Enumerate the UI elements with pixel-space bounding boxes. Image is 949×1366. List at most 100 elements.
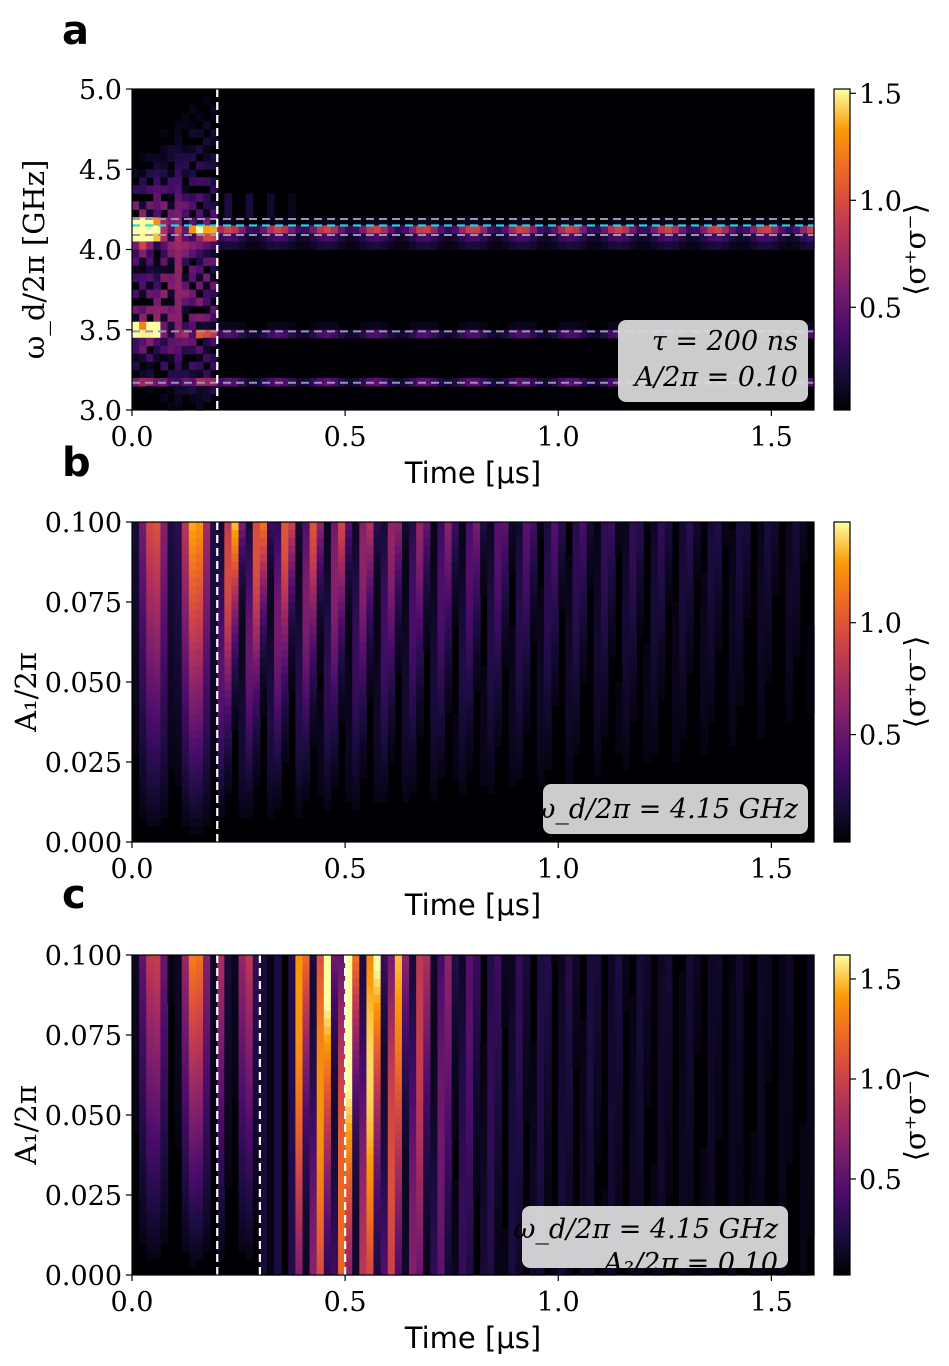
heatmap-cell [188,145,197,154]
heatmap-cell [352,786,360,795]
heatmap-cell [295,1267,304,1276]
heatmap-cell [224,209,233,219]
heatmap-cell [423,1227,431,1236]
heatmap-cell [387,1131,396,1140]
heatmap-cell [423,562,431,571]
heatmap-cell [153,738,162,747]
colorbar: 0.51.01.5 [833,79,902,411]
heatmap-cell [231,530,240,539]
heatmap-cell [615,698,623,707]
heatmap-cell [302,1227,311,1236]
heatmap-cell [359,1059,368,1068]
heatmap-cell [359,522,368,531]
heatmap-cell [714,538,723,547]
heatmap-cell [757,682,765,691]
heatmap-cell [480,538,488,547]
heatmap-cell [792,546,801,555]
heatmap-cell [409,1067,417,1076]
heatmap-cell [231,706,240,715]
colorbar-tick-label: 0.5 [859,293,902,324]
colorbar-label: ⟨σ⁺σ⁻⟩ [898,636,932,729]
heatmap-cell [330,1211,339,1220]
heatmap-cell [302,546,311,555]
heatmap-cell [245,1011,254,1020]
heatmap-cell [352,746,360,755]
heatmap-cell [728,578,737,587]
heatmap-cell [266,201,275,210]
heatmap-cell [544,666,552,675]
heatmap-cell [181,1155,190,1164]
heatmap-cell [338,1123,346,1132]
heatmap-cell [238,1035,247,1044]
heatmap-cell [146,586,154,595]
heatmap-cell [274,1163,282,1172]
heatmap-cell [430,786,439,795]
heatmap-cell [480,329,488,339]
heatmap-cell [458,754,467,763]
heatmap-cell [409,682,417,691]
heatmap-cell [203,241,211,251]
heatmap-cell [473,626,481,635]
heatmap-cell [657,666,666,675]
heatmap-cell [139,1139,147,1148]
heatmap-cell [529,377,538,387]
heatmap-cell [437,682,446,691]
heatmap-cell [160,1211,169,1220]
heatmap-cell [139,963,147,972]
heatmap-cell [373,650,382,659]
heatmap-cell [586,329,595,339]
heatmap-cell [217,1075,225,1084]
heatmap-cell [259,1075,268,1084]
heatmap-cell [309,1043,318,1052]
heatmap-cell [437,762,446,771]
heatmap-cell [544,730,552,739]
heatmap-cell [323,698,332,707]
heatmap-cell [451,722,460,731]
heatmap-cell [536,706,545,715]
heatmap-cell [394,1195,403,1204]
heatmap-cell [366,1251,375,1260]
heatmap-cell [217,1035,225,1044]
heatmap-cell [707,217,716,227]
heatmap-cell [323,1211,332,1220]
heatmap-cell [785,650,794,659]
heatmap-cell [401,666,410,675]
heatmap-cell [757,546,765,555]
heatmap-cell [629,618,637,627]
heatmap-cell [146,578,154,587]
heatmap-cell [309,674,318,683]
heatmap-cell [188,818,197,827]
heatmap-cell [217,730,225,739]
heatmap-cell [437,674,446,683]
heatmap-cell [302,754,311,763]
heatmap-cell [139,313,147,323]
heatmap-cell [188,1051,197,1060]
heatmap-cell [345,1203,353,1212]
heatmap-cell [139,634,147,643]
heatmap-cell [430,233,439,243]
heatmap-cell [515,738,524,747]
heatmap-cell [330,770,339,779]
heatmap-cell [394,1043,403,1052]
heatmap-cell [309,666,318,675]
heatmap-cell [288,1099,296,1108]
heatmap-cell [153,345,162,355]
heatmap-cell [323,618,332,627]
heatmap-cell [387,690,396,699]
heatmap-cell [259,1195,268,1204]
y-tick-label: 4.5 [79,155,122,186]
heatmap-cell [529,225,538,235]
heatmap-cell [636,546,645,555]
heatmap-cell [572,666,581,675]
heatmap-cell [231,618,240,627]
heatmap-cell [423,538,431,547]
heatmap-cell [316,706,325,715]
heatmap-cell [494,554,503,563]
heatmap-cell [181,1163,190,1172]
heatmap-cell [323,1083,332,1092]
heatmap-cell [401,1003,410,1012]
heatmap-cell [274,1075,282,1084]
heatmap-cell [316,233,325,243]
heatmap-cell [153,1219,162,1228]
heatmap-cell [167,650,176,659]
